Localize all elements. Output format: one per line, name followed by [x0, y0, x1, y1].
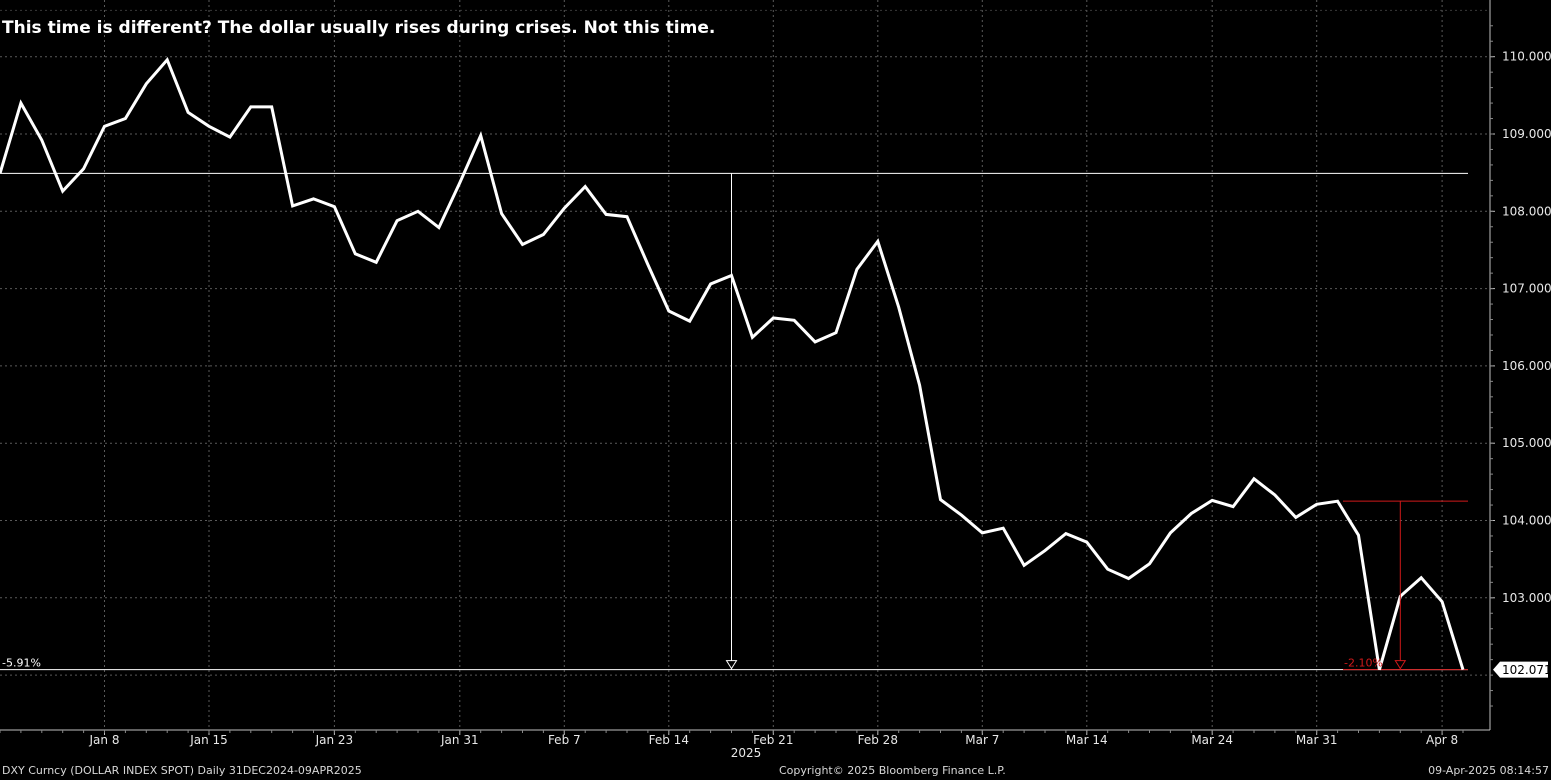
x-tick-label: Feb 28: [858, 733, 898, 747]
x-tick-label: Mar 7: [965, 733, 999, 747]
x-tick-label: Jan 8: [89, 733, 120, 747]
annotations: -5.91% -2.10% 102.071: [2, 173, 1551, 678]
y-tick-label: 107.000: [1502, 282, 1551, 296]
footer-timestamp: 09-Apr-2025 08:14:57: [1428, 764, 1549, 777]
y-tick-label: 103.000: [1502, 591, 1551, 605]
y-tick-label: 110.000: [1502, 50, 1551, 64]
axes: 103.000 104.000 105.000 106.000 107.000 108.0…: [0, 0, 1551, 760]
y-tick-label: 104.000: [1502, 514, 1551, 528]
y-tick-label: 105.000: [1502, 436, 1551, 450]
x-tick-label: Jan 31: [440, 733, 479, 747]
footer-copyright: Copyright© 2025 Bloomberg Finance L.P.: [779, 764, 1006, 777]
last-value-label: 102.071: [1502, 663, 1551, 677]
x-tick-label: Apr 8: [1426, 733, 1458, 747]
last-value-tag: [1493, 661, 1548, 678]
x-year-label: 2025: [731, 746, 762, 760]
x-tick-label: Feb 21: [753, 733, 793, 747]
x-tick-label: Feb 7: [548, 733, 581, 747]
chart-title: This time is different? The dollar usual…: [2, 18, 716, 38]
y-tick-label: 109.000: [1502, 127, 1551, 141]
x-tick-label: Mar 24: [1191, 733, 1233, 747]
gridlines: [0, 0, 1490, 730]
x-tick-label: Jan 15: [189, 733, 228, 747]
x-tick-label: Feb 14: [649, 733, 689, 747]
y-tick-label: 108.000: [1502, 204, 1551, 218]
x-tick-label: Mar 31: [1296, 733, 1338, 747]
drawdown-arrowhead: [725, 660, 738, 670]
footer-security-info: DXY Curncy (DOLLAR INDEX SPOT) Daily 31D…: [2, 764, 362, 777]
drawdown-label: -2.10%: [1344, 657, 1383, 670]
x-tick-label: Jan 23: [315, 733, 354, 747]
drawdown-arrowhead: [1394, 660, 1407, 670]
x-tick-label: Mar 14: [1066, 733, 1108, 747]
drawdown-label: -5.91%: [2, 657, 41, 670]
reference-lines: [0, 172, 1468, 671]
y-tick-label: 106.000: [1502, 359, 1551, 373]
